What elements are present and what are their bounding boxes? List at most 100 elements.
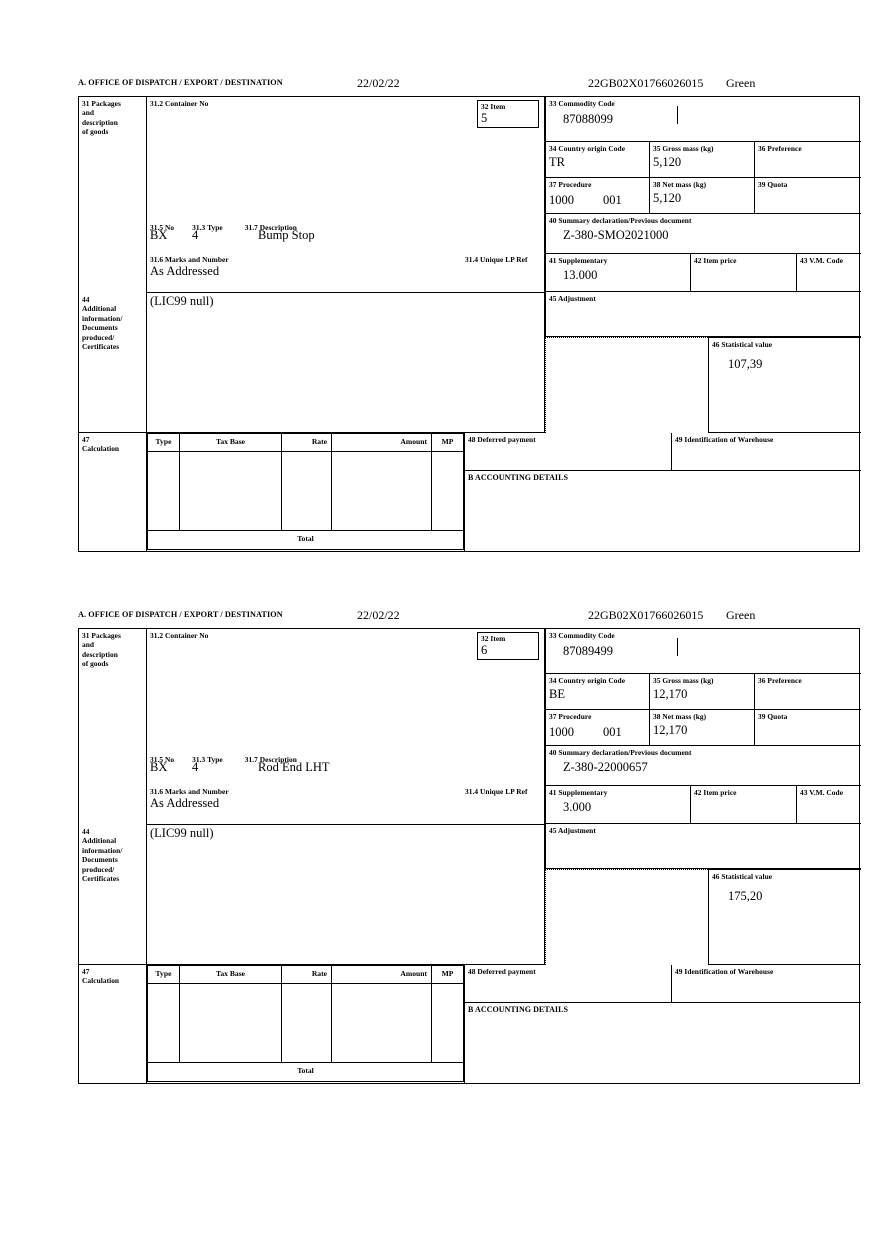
box-43-vm-code: 43 V.M. Code [797, 254, 861, 292]
box-47-label: 47 Calculation [79, 965, 147, 1083]
box-46-value: 175,20 [728, 889, 763, 903]
box-42-value [691, 797, 796, 800]
box-40-previous-document: 40 Summary declaration/Previous document… [545, 746, 861, 786]
box-46-statistical-value: 46 Statistical value 175,20 [708, 869, 861, 965]
box-45-value [546, 835, 861, 838]
calc-header-type: Type [147, 433, 180, 452]
box-36-preference: 36 Preference [755, 674, 861, 710]
box-44-label-l4: Documents [82, 323, 118, 332]
box-31-6-marks-label: 31.6 Marks and Number [150, 787, 229, 796]
box-b-accounting-details: B ACCOUNTING DETAILS [464, 471, 861, 551]
calc-header-amount: Amount [332, 965, 432, 984]
box-31-7-description-value: Bump Stop [258, 228, 315, 242]
box-33-label: 33 Commodity Code [549, 98, 615, 108]
box-44-label-l6: Certificates [82, 874, 120, 883]
box-33-divider [677, 106, 678, 124]
box-44-additional-information: (LIC99 null) [147, 825, 545, 965]
box-33-value: 87089499 [563, 644, 613, 658]
office-of-dispatch-label: A. OFFICE OF DISPATCH / EXPORT / DESTINA… [78, 610, 283, 619]
box-44-label: 44 Additional information/ Documents pro… [79, 293, 147, 433]
box-44-label-l5: produced/ [82, 864, 115, 874]
box-31-label-l2: and [82, 640, 95, 649]
box-44-label-l3: information/ [82, 313, 123, 323]
sad-form-item-5: A. OFFICE OF DISPATCH / EXPORT / DESTINA… [78, 76, 862, 552]
sad-form-item-6: A. OFFICE OF DISPATCH / EXPORT / DESTINA… [78, 608, 862, 1084]
box-36-preference: 36 Preference [755, 142, 861, 178]
box-49-value [672, 976, 861, 978]
box-47-label-l2: Calculation [82, 444, 120, 453]
box-39-value [755, 721, 861, 723]
calc-col-rate: Rate [311, 437, 327, 446]
box-38-net-mass: 38 Net mass (kg) 5,120 [650, 178, 755, 214]
calc-header-tax-base: Tax Base [180, 433, 282, 452]
box-41-value: 3.000 [563, 800, 592, 814]
box-38-value: 12,170 [653, 723, 688, 737]
box-48-deferred-payment: 48 Deferred payment [464, 965, 672, 1003]
box-39-quota: 39 Quota [755, 710, 861, 746]
calc-col-tax-base: Tax Base [215, 969, 246, 978]
box-48-label: 48 Deferred payment [468, 966, 536, 976]
box-49-value [672, 444, 861, 446]
box-33-label: 33 Commodity Code [549, 630, 615, 640]
box-31-5-no-value: BX [150, 760, 168, 774]
box-41-supplementary: 41 Supplementary 13.000 [545, 254, 691, 292]
box-32-item: 32 Item 6 [477, 632, 539, 660]
box-40-label: 40 Summary declaration/Previous document [549, 215, 692, 225]
box-38-label: 38 Net mass (kg) [653, 711, 707, 721]
box-37-procedure: 37 Procedure 1000 001 [545, 710, 650, 746]
box-31-4-lpref-label: 31.4 Unique LP Ref [465, 255, 528, 264]
box-34-label: 34 Country origin Code [549, 143, 626, 153]
box-42-item-price: 42 Item price [691, 254, 797, 292]
calc-body-tax-base [180, 452, 282, 531]
box-40-previous-document: 40 Summary declaration/Previous document… [545, 214, 861, 254]
calc-col-mp: MP [441, 969, 454, 978]
box-47-label-l2: Calculation [82, 976, 120, 985]
box-47-calculation-table: Type Tax Base Rate Amount MP Total [147, 965, 464, 1083]
calc-total-label: Total [297, 534, 314, 543]
calc-header-rate: Rate [282, 965, 332, 984]
box-37-label: 37 Procedure [549, 711, 592, 721]
box-41-label: 41 Supplementary [549, 255, 608, 265]
box-31-3-type-value: 4 [192, 760, 199, 774]
box-45-label: 45 Adjustment [549, 293, 596, 303]
box-35-value: 5,120 [653, 155, 682, 169]
box-42-label: 42 Item price [694, 787, 737, 797]
box-42-item-price: 42 Item price [691, 786, 797, 824]
calc-col-rate: Rate [311, 969, 327, 978]
calc-body-rate [282, 452, 332, 531]
calc-header-rate: Rate [282, 433, 332, 452]
box-31-label-l4: of goods [82, 659, 109, 668]
routing-status: Green [726, 608, 756, 622]
calc-col-amount: Amount [400, 969, 427, 978]
calc-body-mp [432, 984, 464, 1063]
box-45-label: 45 Adjustment [549, 825, 596, 835]
routing-status: Green [726, 76, 756, 90]
box-34-country-origin: 34 Country origin Code TR [545, 142, 650, 178]
box-b-value [465, 482, 861, 484]
box-44-label-l6: Certificates [82, 342, 120, 351]
box-31-5-no-label: 31.5 No [150, 223, 175, 232]
box-31-7-description-label: 31.7 Description [244, 755, 297, 764]
box-47-calculation-table: Type Tax Base Rate Amount MP Total [147, 433, 464, 551]
box-36-value [755, 685, 861, 687]
calc-body-rate [282, 984, 332, 1063]
box-40-value: Z-380-SMO2021000 [563, 228, 669, 242]
box-34-label: 34 Country origin Code [549, 675, 626, 685]
calc-header-type: Type [147, 965, 180, 984]
box-35-label: 35 Gross mass (kg) [653, 675, 714, 685]
box-31-2-container-label: 31.2 Container No [150, 98, 209, 108]
calc-col-amount: Amount [400, 437, 427, 446]
box-38-label: 38 Net mass (kg) [653, 179, 707, 189]
box-39-label: 39 Quota [758, 179, 788, 189]
box-36-label: 36 Preference [758, 143, 802, 153]
box-31-label-l3: description [82, 649, 118, 659]
box-48-deferred-payment: 48 Deferred payment [464, 433, 672, 471]
calc-col-mp: MP [441, 437, 454, 446]
mrn-number: 22GB02X01766026015 [588, 76, 704, 90]
box-41-label: 41 Supplementary [549, 787, 608, 797]
box-35-value: 12,170 [653, 687, 688, 701]
box-37-procedure-extra: 001 [603, 725, 622, 739]
box-49-label: 49 Identification of Warehouse [675, 966, 774, 976]
box-32-item: 32 Item 5 [477, 100, 539, 128]
box-31-goods-area: 31.2 Container No 31.5 No 31.3 Type 31.7… [147, 97, 545, 293]
